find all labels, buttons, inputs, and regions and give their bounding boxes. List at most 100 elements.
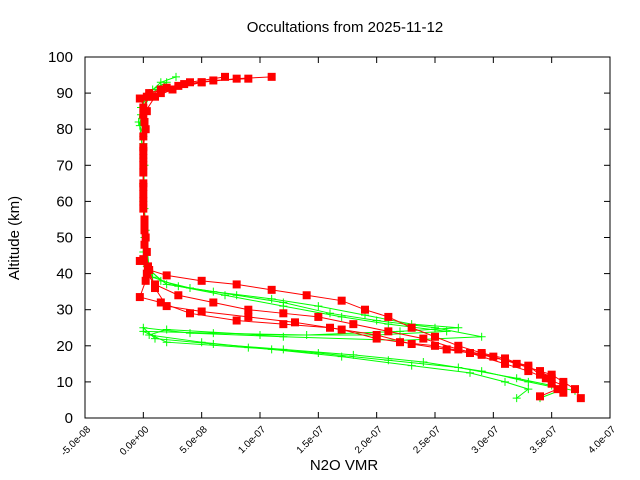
data-point (162, 302, 171, 311)
data-point (139, 103, 148, 112)
data-point (571, 385, 579, 394)
data-point (209, 298, 218, 307)
data-point (197, 307, 206, 316)
y-tick-label: 90 (56, 85, 73, 102)
x-tick-label: -5.0e-08 (59, 424, 93, 458)
y-tick-label: 100 (48, 49, 73, 66)
data-point (151, 92, 159, 101)
data-point (279, 345, 288, 354)
data-point (466, 368, 474, 377)
data-point (314, 302, 323, 311)
data-point (524, 385, 533, 394)
y-tick-label: 10 (56, 374, 73, 391)
data-point (291, 318, 299, 327)
data-point (477, 332, 486, 341)
y-tick-label: 70 (56, 157, 73, 174)
x-tick-label: 2.0e-07 (353, 424, 385, 456)
data-point (139, 255, 148, 264)
data-point (547, 379, 556, 388)
data-point (559, 388, 568, 397)
y-tick-label: 0 (65, 410, 73, 427)
data-point (186, 309, 194, 318)
data-point (279, 309, 288, 318)
data-point (314, 349, 323, 358)
series-line (139, 81, 564, 394)
data-point (135, 293, 144, 302)
data-point (197, 338, 206, 347)
data-point (142, 92, 151, 101)
data-point (466, 349, 474, 358)
data-point (524, 367, 533, 376)
data-point (232, 74, 241, 83)
data-point (141, 276, 150, 285)
data-point (209, 76, 218, 85)
data-point (197, 276, 206, 285)
data-point (547, 374, 556, 383)
data-point (232, 280, 241, 289)
data-point (536, 370, 544, 379)
data-point (326, 309, 334, 318)
series-3 (135, 72, 585, 403)
x-tick-label: 0.0e+00 (118, 424, 152, 458)
data-point (477, 350, 486, 359)
data-point (162, 338, 171, 347)
data-point (501, 377, 509, 386)
series-4 (139, 72, 562, 401)
x-tick-label: 1.5e-07 (295, 424, 327, 456)
data-point (384, 327, 393, 336)
data-point (186, 78, 194, 87)
series-line (142, 76, 559, 397)
data-point (139, 327, 148, 336)
data-point (541, 374, 550, 383)
data-point (162, 271, 171, 280)
data-point (302, 291, 311, 300)
x-tick-label: 3.0e-07 (470, 424, 502, 456)
data-point (489, 352, 498, 361)
data-point (172, 72, 180, 81)
data-point (407, 339, 416, 348)
data-point (151, 284, 159, 293)
series-line (142, 78, 564, 386)
series-line (140, 81, 576, 392)
y-tick-label: 30 (56, 302, 73, 319)
data-point (407, 323, 416, 332)
data-point (349, 320, 358, 329)
x-tick-label: 5.0e-08 (178, 424, 210, 456)
y-axis-label: Altitude (km) (6, 196, 23, 280)
data-point (140, 240, 149, 249)
data-point (162, 325, 171, 334)
x-tick-label: 4.0e-07 (586, 424, 618, 456)
data-point (244, 74, 253, 83)
data-point (244, 312, 253, 321)
data-point (279, 320, 288, 329)
data-point (384, 320, 393, 329)
data-point (139, 182, 148, 191)
data-point (419, 334, 428, 343)
y-tick-label: 60 (56, 193, 73, 210)
data-point (174, 291, 183, 300)
data-point (559, 381, 568, 390)
series-line (139, 76, 582, 399)
y-tick-label: 20 (56, 338, 73, 355)
data-point (144, 262, 152, 271)
data-point (267, 285, 276, 294)
data-point (145, 330, 154, 339)
series-6 (139, 74, 568, 390)
series-1 (137, 78, 579, 395)
data-point (442, 327, 451, 336)
data-point (180, 80, 189, 89)
data-point (140, 117, 149, 126)
data-point (140, 219, 149, 228)
data-point (524, 361, 533, 370)
data-point (349, 350, 358, 359)
data-point (209, 287, 218, 296)
data-point (442, 345, 451, 354)
x-axis-label: N2O VMR (310, 457, 379, 474)
data-point (512, 359, 521, 368)
data-point (174, 282, 183, 291)
x-tick-label: 3.5e-07 (528, 424, 560, 456)
data-point (267, 345, 276, 354)
data-point (256, 330, 264, 339)
data-point (431, 341, 439, 350)
data-point (454, 363, 463, 372)
